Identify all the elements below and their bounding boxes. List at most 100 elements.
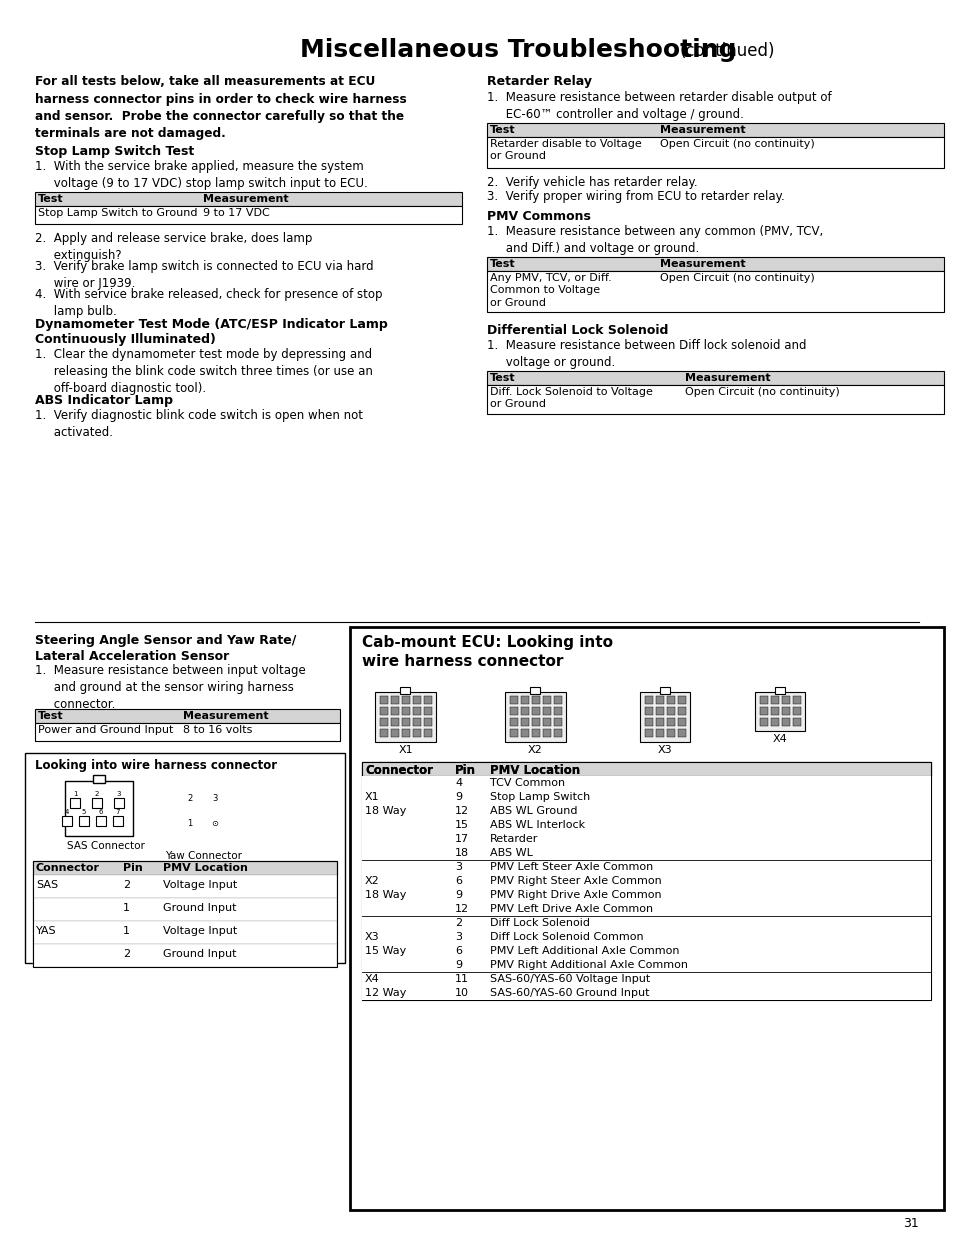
Text: 9: 9 [455, 890, 461, 900]
Text: Retarder disable to Voltage
or Ground: Retarder disable to Voltage or Ground [490, 140, 641, 162]
Bar [678, 697, 685, 704]
Text: 15: 15 [455, 820, 469, 830]
Text: Test: Test [490, 259, 515, 269]
Text: Open Circuit (no continuity): Open Circuit (no continuity) [659, 140, 814, 149]
Bar [361, 790, 930, 804]
Bar [361, 916, 930, 930]
Bar [35, 722, 339, 741]
Text: Miscellaneous Troubleshooting: Miscellaneous Troubleshooting [299, 38, 736, 62]
Bar [375, 692, 436, 742]
Bar [35, 206, 461, 224]
Text: 1.  Measure resistance between retarder disable output of
     EC-60™ controller: 1. Measure resistance between retarder d… [486, 91, 831, 121]
Text: Yaw Connector: Yaw Connector [165, 851, 242, 861]
Text: YAS: YAS [36, 926, 56, 936]
Bar [644, 718, 652, 726]
Bar [792, 706, 801, 715]
Bar [554, 697, 561, 704]
Bar [65, 781, 132, 836]
Text: Stop Lamp Switch to Ground: Stop Lamp Switch to Ground [38, 207, 197, 219]
Bar [542, 718, 551, 726]
Text: 8 to 16 volts: 8 to 16 volts [183, 725, 253, 735]
Text: 1.  Verify diagnostic blink code switch is open when not
     activated.: 1. Verify diagnostic blink code switch i… [35, 409, 363, 438]
Text: 11: 11 [455, 974, 469, 984]
Bar [760, 706, 767, 715]
Bar [486, 257, 943, 270]
Text: 9: 9 [455, 792, 461, 802]
Bar [644, 706, 652, 715]
Bar [413, 706, 420, 715]
Bar [510, 718, 517, 726]
Bar [554, 706, 561, 715]
Bar [33, 861, 336, 967]
Bar [639, 692, 689, 742]
Bar [423, 706, 432, 715]
Text: PMV Left Additional Axle Common: PMV Left Additional Axle Common [490, 946, 679, 956]
Bar [542, 729, 551, 737]
Text: ABS WL Ground: ABS WL Ground [490, 806, 577, 816]
Text: 6: 6 [455, 876, 461, 885]
Text: 12: 12 [455, 806, 469, 816]
Bar [554, 729, 561, 737]
Bar [361, 762, 930, 776]
Text: 1.  Clear the dynamometer test mode by depressing and
     releasing the blink c: 1. Clear the dynamometer test mode by de… [35, 348, 373, 395]
Bar [774, 687, 784, 694]
Text: Ground Input: Ground Input [163, 903, 236, 913]
Bar [25, 753, 345, 963]
Text: Measurement: Measurement [203, 194, 289, 204]
Text: 3: 3 [455, 862, 461, 872]
Text: X1: X1 [397, 745, 413, 755]
Bar [666, 729, 675, 737]
Text: PMV Left Steer Axle Common: PMV Left Steer Axle Common [490, 862, 653, 872]
Text: Test: Test [490, 125, 515, 135]
Bar [33, 861, 336, 876]
Text: For all tests below, take all measurements at ECU
harness connector pins in orde: For all tests below, take all measuremen… [35, 75, 406, 141]
Text: 4: 4 [455, 778, 461, 788]
Text: 17: 17 [455, 834, 469, 844]
Text: Pin: Pin [455, 764, 476, 777]
Text: PMV Commons: PMV Commons [486, 210, 590, 224]
Text: 1: 1 [123, 926, 130, 936]
Bar [379, 697, 388, 704]
Text: Diff. Lock Solenoid to Voltage
or Ground: Diff. Lock Solenoid to Voltage or Ground [490, 387, 652, 409]
Text: X2: X2 [365, 876, 379, 885]
Bar [361, 832, 930, 846]
Bar [781, 718, 789, 726]
Bar [792, 718, 801, 726]
Text: 3.  Verify brake lamp switch is connected to ECU via hard
     wire or J1939.: 3. Verify brake lamp switch is connected… [35, 261, 374, 290]
Text: 2: 2 [187, 794, 193, 803]
Bar [391, 706, 398, 715]
Bar [361, 776, 930, 790]
Text: 3: 3 [116, 790, 121, 797]
Text: Diff Lock Solenoid: Diff Lock Solenoid [490, 918, 589, 927]
Text: PMV Location: PMV Location [490, 764, 579, 777]
Text: ABS WL Interlock: ABS WL Interlock [490, 820, 584, 830]
Bar [542, 697, 551, 704]
Bar [532, 706, 539, 715]
Bar [33, 898, 336, 921]
Text: 18 Way: 18 Way [365, 806, 406, 816]
Text: Connector: Connector [365, 764, 433, 777]
Bar [401, 706, 410, 715]
Bar [391, 718, 398, 726]
Text: 1.  Measure resistance between any common (PMV, TCV,
     and Diff.) and voltage: 1. Measure resistance between any common… [486, 225, 822, 254]
Text: 1: 1 [72, 790, 77, 797]
Text: ⊙: ⊙ [212, 819, 218, 827]
Bar [379, 729, 388, 737]
Text: 5: 5 [82, 809, 86, 815]
Bar [361, 762, 930, 776]
Text: 7: 7 [115, 809, 120, 815]
Text: 18 Way: 18 Way [365, 890, 406, 900]
Bar [401, 729, 410, 737]
Bar [532, 697, 539, 704]
Bar [361, 860, 930, 874]
Bar [92, 776, 105, 783]
Bar [510, 697, 517, 704]
Text: Measurement: Measurement [684, 373, 770, 383]
Text: Retarder: Retarder [490, 834, 537, 844]
Bar [361, 762, 930, 1000]
Bar [401, 697, 410, 704]
Text: 3: 3 [455, 932, 461, 942]
Bar [70, 798, 80, 808]
Bar [504, 692, 565, 742]
Bar [91, 798, 102, 808]
